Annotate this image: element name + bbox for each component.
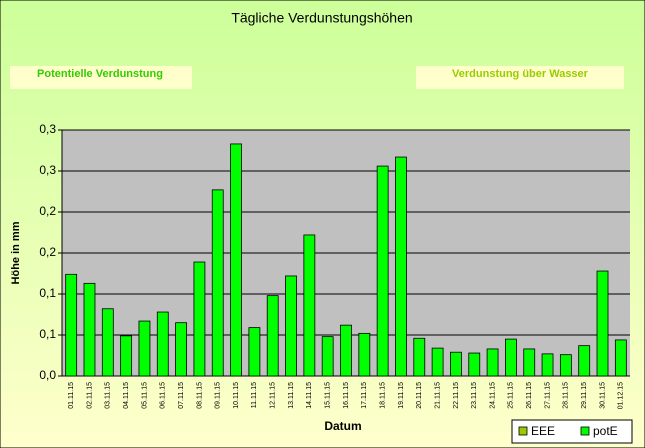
x-tick-label: 29.11.15 (581, 382, 588, 409)
x-tick-label: 09.11.15 (215, 382, 222, 409)
x-tick-label: 04.11.15 (123, 382, 130, 409)
x-tick-label: 26.11.15 (526, 382, 533, 409)
bar (120, 335, 133, 377)
bar (395, 156, 407, 377)
bar (596, 270, 609, 377)
x-tick-label: 22.11.15 (453, 382, 460, 409)
bar (303, 234, 316, 377)
bar (230, 143, 242, 377)
x-tick-label: 16.11.15 (343, 382, 350, 409)
bar (376, 165, 389, 377)
x-tick-label: 07.11.15 (178, 382, 185, 409)
bar (211, 189, 224, 377)
y-tick-label: 0,2 (39, 204, 56, 218)
x-tick-label: 20.11.15 (416, 382, 423, 409)
y-tick-label: 0,0 (39, 368, 56, 382)
bar (614, 339, 627, 377)
bar (450, 351, 462, 377)
bar (541, 353, 554, 377)
annotation: Potentielle Verdunstung (37, 68, 163, 80)
bar (83, 282, 96, 377)
x-tick-label: 02.11.15 (86, 382, 93, 409)
x-tick-label: 21.11.15 (434, 382, 441, 409)
x-axis-title: Datum (324, 419, 361, 433)
bar (156, 311, 169, 377)
x-tick-label: 30.11.15 (599, 382, 606, 409)
bar (431, 347, 444, 377)
x-tick-label: 28.11.15 (563, 382, 570, 409)
x-tick-label: 10.11.15 (233, 382, 240, 409)
legend-label: potE (593, 424, 618, 438)
bar (578, 345, 591, 377)
annotation-box (416, 66, 624, 89)
annotation-box (10, 66, 192, 89)
bar (505, 338, 517, 377)
bar (523, 348, 536, 377)
x-tick-label: 03.11.15 (105, 382, 112, 409)
y-tick-label: 0,1 (39, 286, 56, 300)
x-tick-label: 05.11.15 (141, 382, 148, 409)
annotation: Verdunstung über Wasser (452, 68, 589, 80)
x-tick-label: 25.11.15 (508, 382, 515, 409)
bar (358, 332, 371, 377)
bar (285, 275, 297, 377)
bar (138, 320, 151, 377)
x-tick-label: 08.11.15 (196, 382, 203, 409)
x-tick-label: 27.11.15 (544, 382, 551, 409)
x-tick-label: 14.11.15 (306, 382, 313, 409)
bar (413, 337, 426, 377)
x-tick-label: 24.11.15 (489, 382, 496, 409)
legend-label: EEE (531, 424, 555, 438)
x-tick-label: 11.11.15 (251, 382, 258, 408)
bar (175, 322, 187, 377)
x-tick-label: 13.11.15 (288, 382, 295, 409)
y-axis-title: Höhe in mm (10, 221, 22, 284)
bar (559, 354, 572, 377)
bar (340, 324, 352, 377)
x-tick-label: 06.11.15 (160, 382, 167, 409)
bar (266, 295, 279, 377)
x-tick-label: 01.12.15 (618, 382, 625, 409)
legend (511, 419, 633, 444)
bar (65, 273, 78, 377)
x-tick-label: 17.11.15 (361, 382, 368, 409)
y-tick-label: 0,2 (39, 245, 56, 259)
x-tick-label: 15.11.15 (325, 382, 332, 409)
x-tick-label: 12.11.15 (270, 382, 277, 409)
legend-swatch (518, 426, 528, 436)
x-tick-label: 23.11.15 (471, 382, 478, 409)
x-tick-label: 18.11.15 (379, 382, 386, 409)
bar (248, 327, 261, 377)
y-tick-label: 0,3 (39, 163, 56, 177)
bar (193, 261, 206, 377)
bar (468, 352, 481, 377)
y-tick-label: 0,1 (39, 327, 56, 341)
x-tick-label: 01.11.15 (68, 382, 75, 409)
chart-title: Tägliche Verdunstungshöhen (231, 10, 412, 26)
bar (101, 308, 114, 377)
y-tick-label: 0,3 (39, 122, 56, 136)
x-tick-label: 19.11.15 (398, 382, 405, 409)
legend-swatch (580, 426, 590, 436)
bar (486, 348, 499, 377)
bar (321, 336, 334, 377)
